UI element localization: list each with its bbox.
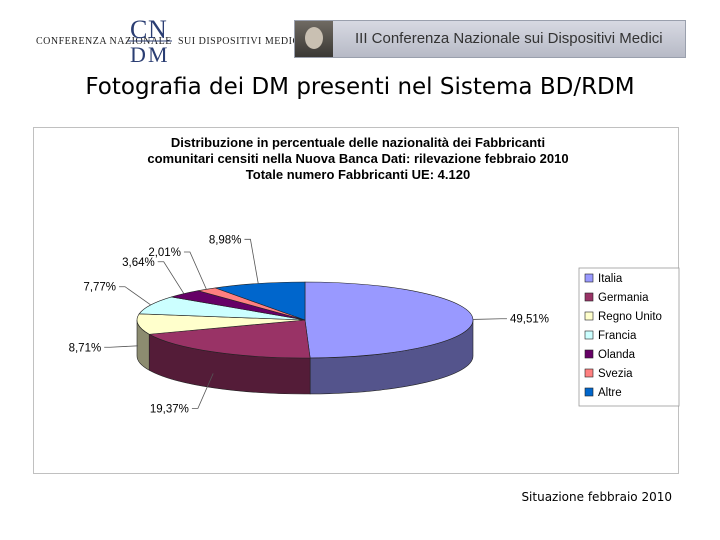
pie-data-labels: 49,51% 19,37% 8,71% 7,77% 3,64%2,01% 8,98% bbox=[69, 234, 549, 415]
header: CONFERENZA NAZIONALE C N D M SUI DISPOSI… bbox=[0, 0, 720, 70]
label-leader-germania bbox=[191, 373, 214, 409]
chart-legend: Italia Germania Regno Unito Francia Olanda Sv… bbox=[578, 267, 680, 407]
legend-label-olanda: Olanda bbox=[598, 349, 636, 361]
legend-label-italia: Italia bbox=[598, 273, 623, 285]
legend-box bbox=[578, 267, 680, 407]
chart-title-line-2: comunitari censiti nella Nuova Banca Dat… bbox=[147, 151, 569, 166]
label-leader-regno-unito bbox=[104, 345, 139, 348]
chart-title-line-1: Distribuzione in percentuale delle nazio… bbox=[170, 135, 546, 150]
data-label-francia: 7,77% bbox=[83, 282, 116, 294]
pie-slice-regno-unito bbox=[136, 313, 306, 335]
pie-slice-altre bbox=[215, 281, 306, 321]
data-label-regno-unito: 8,71% bbox=[69, 342, 102, 354]
pie-slice-italia bbox=[304, 281, 474, 359]
data-label-germania: 19,37% bbox=[150, 403, 189, 415]
legend-label-svezia: Svezia bbox=[598, 368, 633, 380]
legend-swatch-altre bbox=[584, 387, 594, 397]
legend-swatch-francia bbox=[584, 330, 594, 340]
chart-title-line-3: Totale numero Fabbricanti UE: 4.120 bbox=[245, 167, 471, 182]
label-leader-francia bbox=[119, 286, 151, 306]
legend-swatch-svezia bbox=[584, 368, 594, 378]
banner-photo-face bbox=[305, 27, 323, 49]
svg-text:N: N bbox=[148, 15, 167, 44]
svg-text:D: D bbox=[130, 42, 146, 64]
legend-label-francia: Francia bbox=[598, 330, 637, 342]
svg-text:M: M bbox=[148, 42, 168, 64]
label-leader-olanda bbox=[157, 261, 185, 294]
pie-slice-germania bbox=[148, 319, 311, 359]
legend-swatch-regno-unito bbox=[584, 311, 594, 321]
pie-top-faces bbox=[136, 281, 474, 359]
legend-swatch-germania bbox=[584, 292, 594, 302]
banner-text: III Conferenza Nazionale sui Dispositivi… bbox=[355, 30, 663, 47]
conference-banner: III Conferenza Nazionale sui Dispositivi… bbox=[294, 20, 686, 58]
chart-title: Distribuzione in percentuale delle nazio… bbox=[36, 135, 680, 183]
legend-label-regno-unito: Regno Unito bbox=[598, 311, 662, 323]
data-label-altre: 8,98% bbox=[209, 234, 242, 246]
data-label-italia: 49,51% bbox=[510, 314, 549, 326]
legend-label-altre: Altre bbox=[598, 387, 622, 399]
banner-photo bbox=[295, 21, 333, 57]
svg-text:C: C bbox=[130, 15, 147, 44]
pie-side-walls bbox=[136, 319, 474, 395]
data-label-olanda: 3,64% bbox=[122, 257, 155, 269]
logo-org-left: CONFERENZA NAZIONALE bbox=[36, 36, 172, 47]
label-leader-italia bbox=[472, 318, 507, 320]
legend-swatch-olanda bbox=[584, 349, 594, 359]
cndm-logo-icon: C N D M bbox=[128, 15, 172, 64]
logo-org-right: SUI DISPOSITIVI MEDICI bbox=[178, 36, 304, 47]
conference-logo: CONFERENZA NAZIONALE C N D M SUI DISPOSI… bbox=[28, 14, 303, 64]
footer-note: Situazione febbraio 2010 bbox=[521, 490, 672, 504]
label-leader-svezia bbox=[183, 251, 207, 290]
label-leader-altre bbox=[244, 238, 259, 284]
data-label-svezia: 2,01% bbox=[148, 247, 181, 259]
page-title: Fotografia dei DM presenti nel Sistema B… bbox=[85, 74, 635, 100]
legend-swatch-italia bbox=[584, 273, 594, 283]
legend-label-germania: Germania bbox=[598, 292, 649, 304]
